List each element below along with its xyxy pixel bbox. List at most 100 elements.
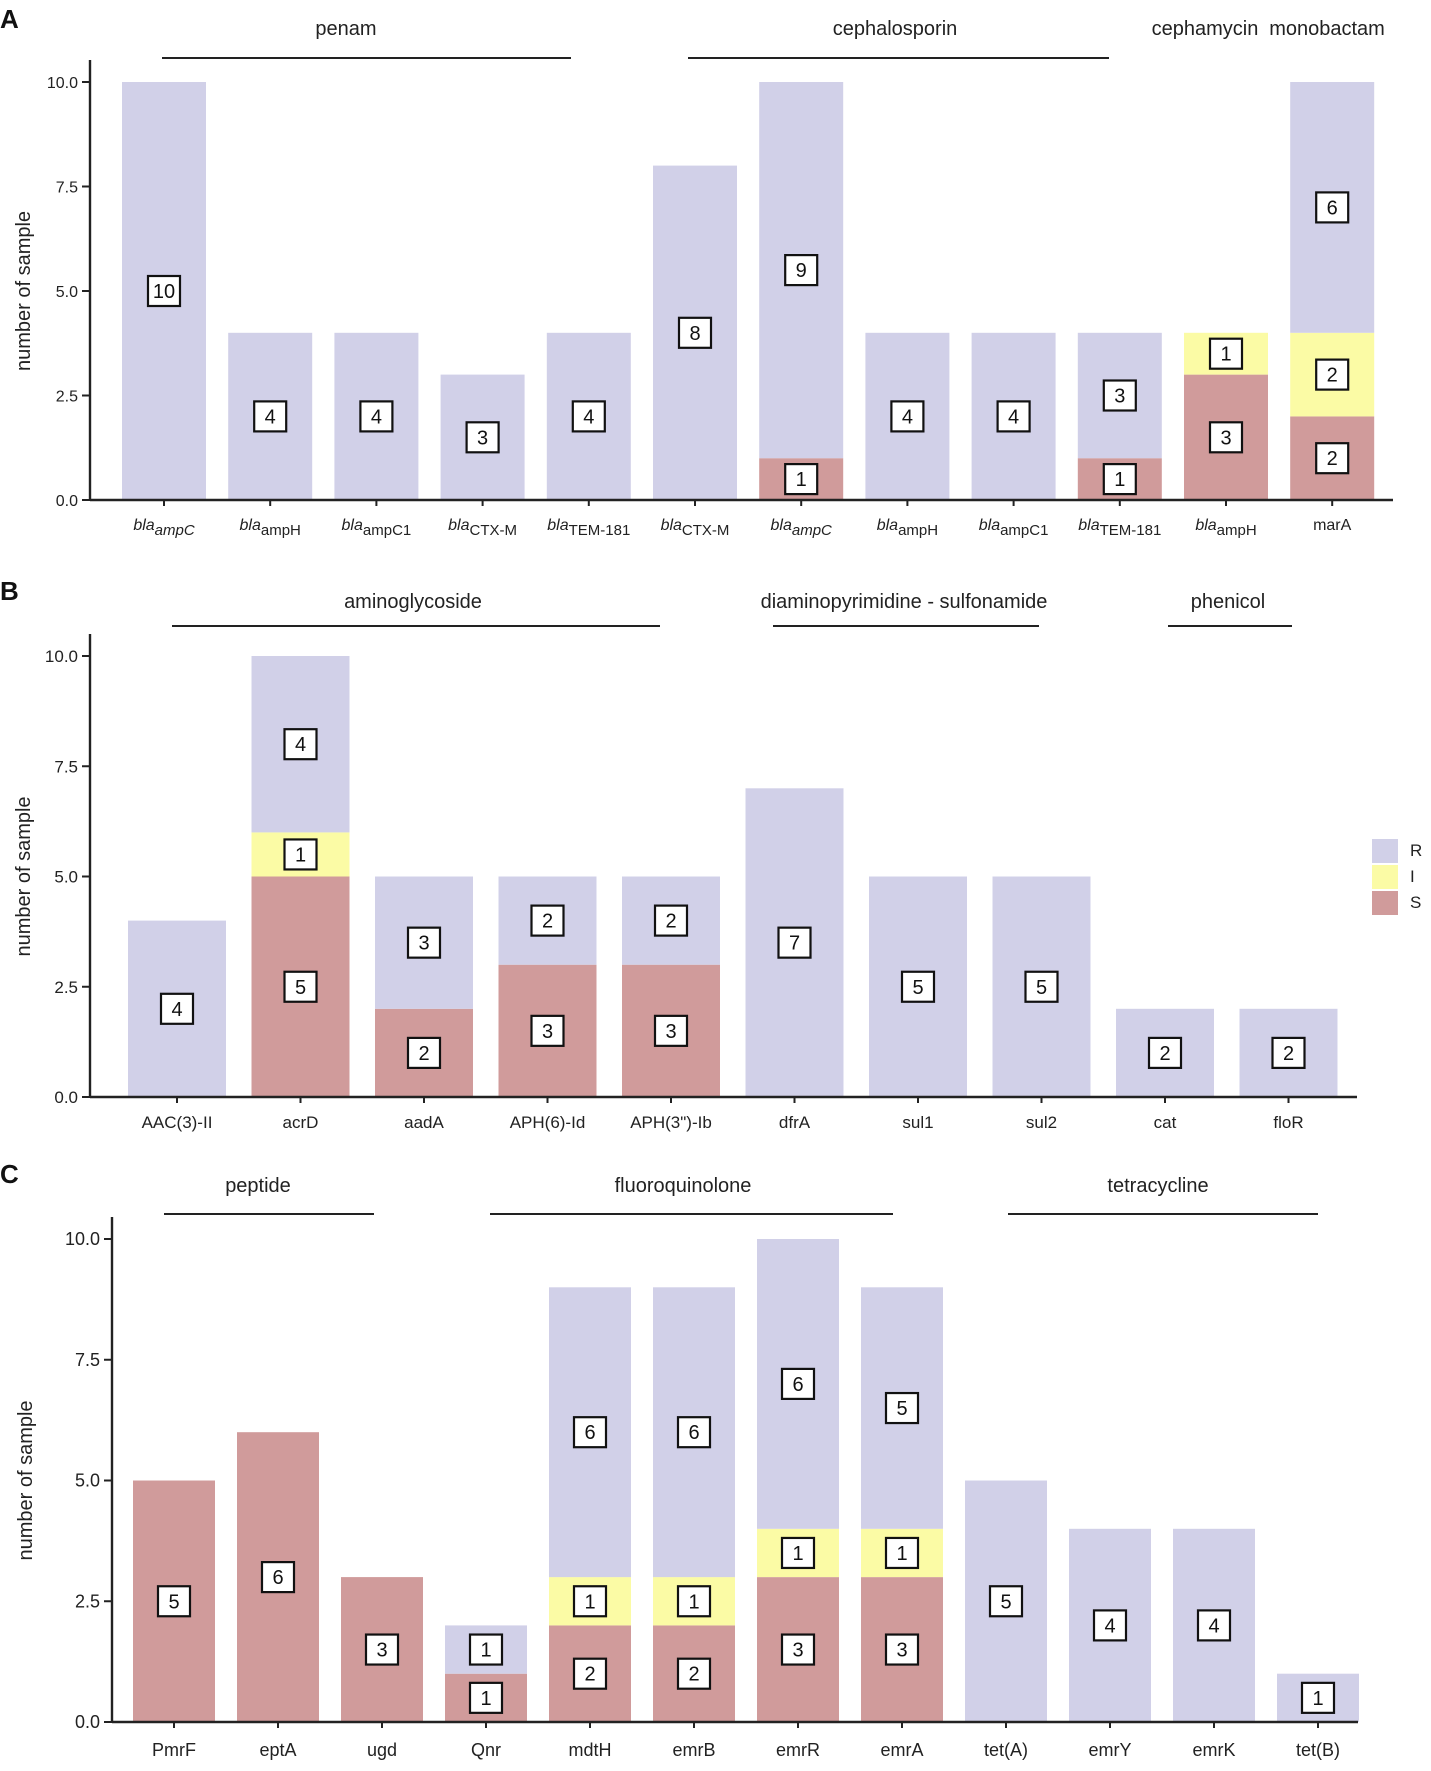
group-label: phenicol — [1191, 591, 1266, 613]
x-tick-label: blaampH — [1195, 517, 1256, 539]
data-label: 10 — [153, 281, 175, 303]
data-label-box — [159, 992, 195, 1025]
x-tick-label: sul1 — [902, 1113, 933, 1132]
data-label: 2 — [1159, 1043, 1170, 1065]
data-label-box — [677, 316, 713, 349]
y-tick-label: 0.0 — [54, 1088, 78, 1107]
data-label-box — [1315, 442, 1350, 475]
y-axis-label: number of sample — [13, 211, 35, 371]
x-tick-label: acrD — [283, 1113, 319, 1132]
data-label-box — [884, 1536, 920, 1570]
data-label: 5 — [295, 977, 306, 999]
data-label: 3 — [542, 1021, 553, 1043]
y-tick-label: 0.0 — [56, 493, 78, 510]
x-tick-label: eptA — [259, 1740, 296, 1760]
data-label-box — [571, 400, 606, 433]
data-label: 1 — [295, 844, 306, 866]
data-label: 6 — [688, 1422, 699, 1444]
x-tick-label: APH(6)-Id — [510, 1113, 586, 1132]
data-label-box — [1147, 1036, 1183, 1070]
data-label: 5 — [912, 977, 923, 999]
data-label: 7 — [789, 933, 800, 955]
data-label: 4 — [1208, 1615, 1219, 1637]
y-tick-label: 5.0 — [75, 1471, 100, 1491]
data-label: 6 — [1327, 197, 1338, 219]
y-tick-label: 5.0 — [56, 284, 78, 301]
data-label-box — [1092, 1609, 1128, 1642]
group-label: penam — [315, 18, 376, 40]
data-label-box — [780, 1633, 816, 1666]
y-tick-label: 5.0 — [54, 868, 78, 887]
data-label-box — [364, 1633, 400, 1666]
data-label-box — [283, 970, 318, 1003]
data-label-box — [676, 1585, 712, 1618]
x-tick-label: AAC(3)-II — [142, 1113, 213, 1132]
data-label-box — [146, 274, 182, 308]
data-label: 3 — [792, 1640, 803, 1662]
x-tick-label: cat — [1154, 1113, 1177, 1132]
data-label-box — [283, 728, 318, 761]
data-label-box — [653, 904, 689, 937]
data-label-box — [884, 1391, 920, 1425]
data-label: 1 — [688, 1591, 699, 1613]
x-tick-label: mdtH — [568, 1740, 611, 1760]
data-label-box — [572, 1416, 608, 1449]
x-tick-label: APH(3")-Ib — [630, 1113, 712, 1132]
data-label-box — [1196, 1609, 1232, 1642]
data-label: 5 — [168, 1591, 179, 1613]
data-label-box — [572, 1657, 608, 1690]
group-label: diaminopyrimidine - sulfonamide — [761, 591, 1048, 613]
legend-label-s: S — [1410, 893, 1422, 912]
data-label: 2 — [1327, 365, 1338, 387]
x-tick-label: blaTEM-181 — [547, 517, 630, 539]
x-tick-label: emrK — [1192, 1740, 1235, 1760]
data-label: 5 — [1000, 1591, 1011, 1613]
data-label: 6 — [792, 1374, 803, 1396]
data-label-box — [468, 1633, 504, 1666]
data-label: 4 — [295, 734, 306, 756]
data-label: 3 — [665, 1021, 676, 1043]
data-label: 3 — [1220, 427, 1231, 449]
x-tick-label: blaampH — [877, 517, 938, 539]
panel-letter: A — [0, 4, 19, 34]
data-label: 6 — [272, 1567, 283, 1589]
group-label: monobactam — [1269, 18, 1385, 40]
legend-label-r: R — [1410, 841, 1423, 860]
x-tick-label: blaCTX-M — [448, 517, 517, 539]
data-label-box — [260, 1560, 296, 1594]
y-tick-label: 7.5 — [56, 180, 78, 197]
data-label: 1 — [584, 1591, 595, 1613]
data-label-box — [988, 1585, 1024, 1618]
x-tick-label: emrY — [1088, 1740, 1131, 1760]
y-tick-label: 7.5 — [75, 1350, 100, 1370]
x-tick-label: marA — [1313, 517, 1352, 534]
y-tick-label: 2.5 — [54, 978, 78, 997]
data-label-box — [530, 904, 565, 937]
data-label-box — [996, 400, 1031, 433]
x-tick-label: blaampC1 — [342, 517, 412, 539]
data-label: 1 — [796, 469, 807, 491]
data-label: 5 — [896, 1398, 907, 1420]
data-label: 3 — [376, 1640, 387, 1662]
data-label: 8 — [689, 323, 700, 345]
data-label: 1 — [480, 1688, 491, 1710]
data-label: 2 — [665, 911, 676, 933]
data-label-box — [780, 1536, 816, 1570]
x-tick-label: Qnr — [471, 1740, 501, 1760]
x-tick-label: blaampC — [771, 517, 833, 539]
data-label-box — [406, 1036, 442, 1070]
data-label: 3 — [1114, 386, 1125, 408]
data-label-box — [890, 400, 925, 433]
x-tick-label: emrA — [880, 1740, 923, 1760]
x-tick-label: dfrA — [779, 1113, 811, 1132]
data-label-box — [784, 254, 819, 287]
x-tick-label: aadA — [404, 1113, 444, 1132]
x-tick-label: emrB — [672, 1740, 715, 1760]
data-label: 4 — [371, 406, 382, 428]
data-label: 4 — [583, 406, 594, 428]
data-label-box — [1208, 337, 1244, 370]
data-label: 2 — [1327, 448, 1338, 470]
